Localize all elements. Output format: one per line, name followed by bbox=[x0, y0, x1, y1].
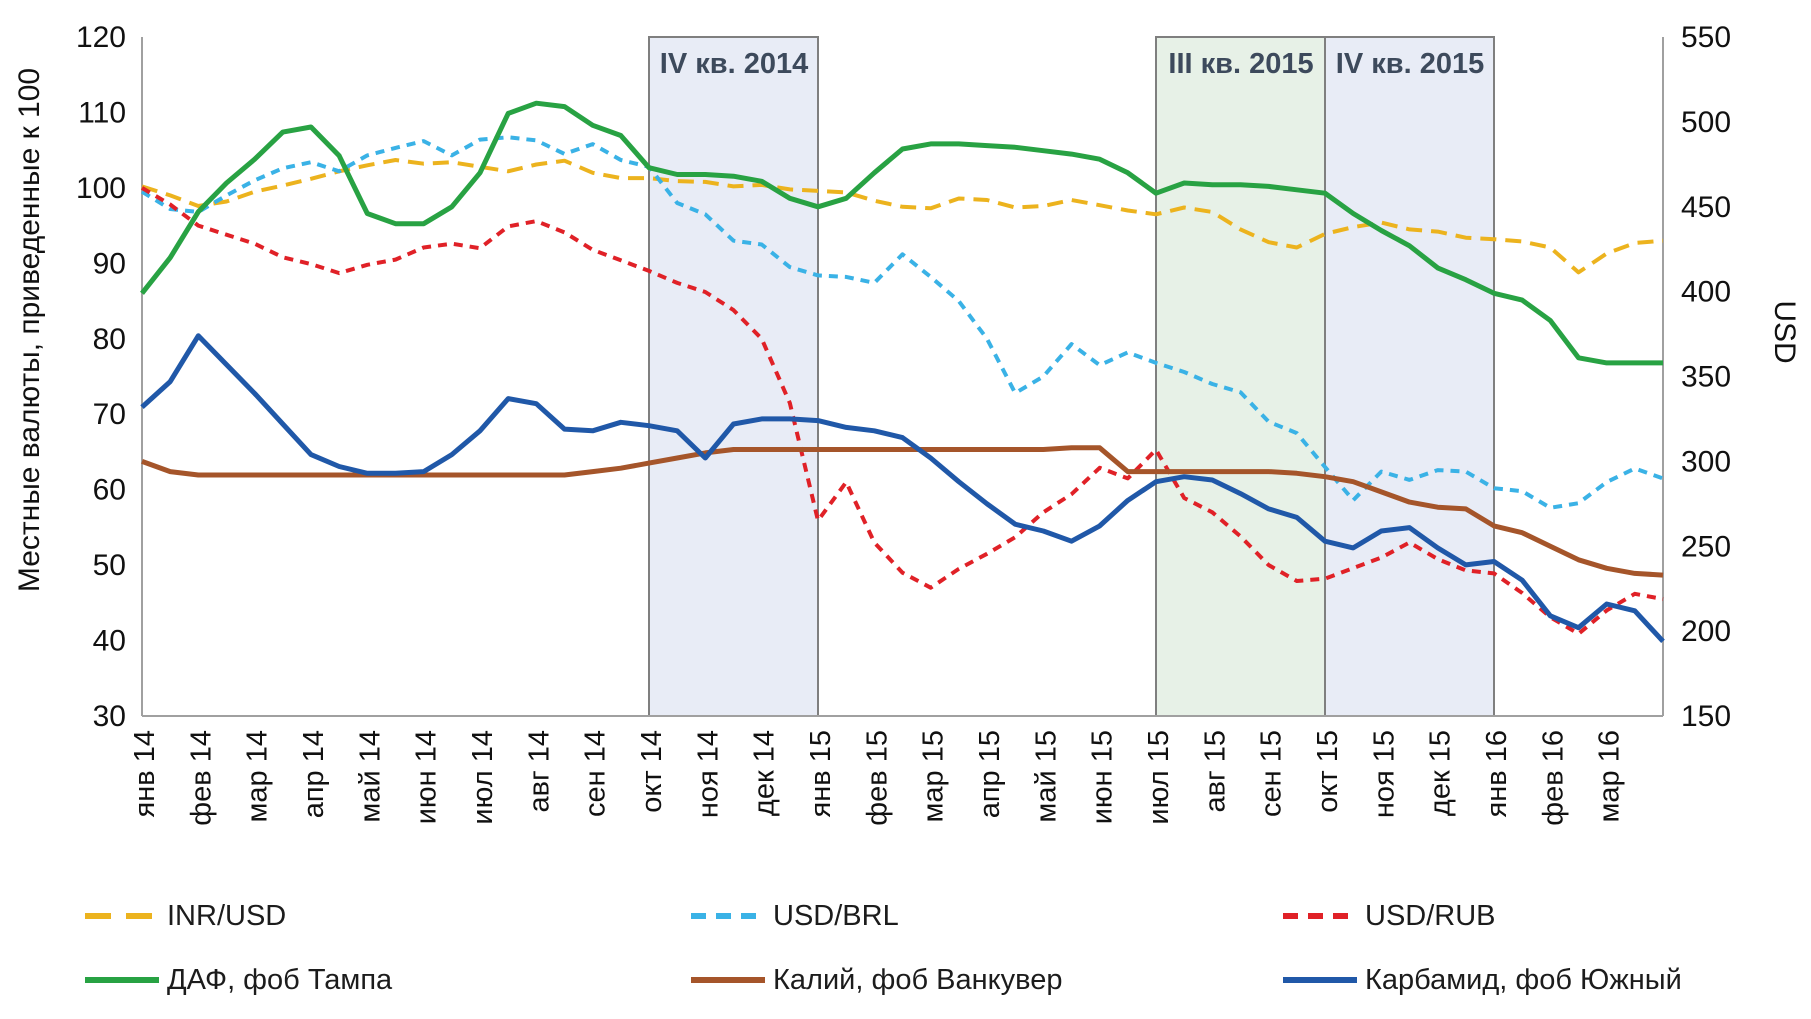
x-tick-label-19: авг 15 bbox=[1199, 730, 1231, 812]
right-axis-tick-150: 150 bbox=[1681, 700, 1731, 733]
series-line-inr-usd bbox=[141, 158, 1664, 275]
left-axis-tick-30: 30 bbox=[93, 700, 126, 733]
legend-label-potash-vancouver: Калий, фоб Ванкувер bbox=[773, 963, 1063, 996]
right-axis-tick-500: 500 bbox=[1681, 106, 1731, 139]
region-label-q4-2015: IV кв. 2015 bbox=[1335, 48, 1485, 80]
x-tick-label-12: янв 15 bbox=[805, 730, 837, 817]
right-axis-tick-450: 450 bbox=[1681, 191, 1731, 224]
x-tick-label-20: сен 15 bbox=[1256, 730, 1288, 817]
legend-label-dap-tampa: ДАФ, фоб Тампа bbox=[167, 963, 393, 996]
x-tick-label-11: дек 14 bbox=[749, 730, 781, 816]
x-tick-label-7: авг 14 bbox=[523, 730, 555, 812]
region-label-q4-2014: IV кв. 2014 bbox=[659, 48, 809, 80]
right-axis-tick-350: 350 bbox=[1681, 361, 1731, 394]
quarter-highlight-0 bbox=[648, 36, 819, 717]
right-axis-tick-400: 400 bbox=[1681, 276, 1731, 309]
left-axis-tick-40: 40 bbox=[93, 625, 126, 658]
x-tick-label-14: мар 15 bbox=[918, 730, 950, 823]
x-tick-label-16: май 15 bbox=[1030, 730, 1062, 823]
right-axis-tick-250: 250 bbox=[1681, 530, 1731, 563]
legend-swatch-usd-brl bbox=[691, 913, 765, 919]
left-axis-tick-90: 90 bbox=[93, 247, 126, 280]
x-tick-label-6: июл 14 bbox=[467, 730, 499, 825]
legend-label-usd-rub: USD/RUB bbox=[1365, 899, 1496, 932]
right-axis-tick-200: 200 bbox=[1681, 615, 1731, 648]
x-tick-label-2: мар 14 bbox=[242, 730, 274, 823]
quarter-highlight-2 bbox=[1324, 36, 1495, 717]
left-axis-tick-50: 50 bbox=[93, 549, 126, 582]
x-tick-label-0: янв 14 bbox=[129, 730, 161, 817]
chart-legend: INR/USD USD/BRL USD/RUB ДАФ, фоб Тампа К… bbox=[0, 886, 1811, 1019]
left-axis-tick-60: 60 bbox=[93, 474, 126, 507]
legend-label-inr-usd: INR/USD bbox=[167, 899, 287, 932]
right-axis-tick-550: 550 bbox=[1681, 21, 1731, 54]
x-tick-label-5: июн 14 bbox=[411, 730, 443, 824]
x-tick-label-9: окт 14 bbox=[636, 730, 668, 813]
x-tick-label-15: апр 15 bbox=[974, 730, 1006, 818]
x-tick-label-23: дек 15 bbox=[1425, 730, 1457, 816]
right-axis-title: USD bbox=[1768, 300, 1801, 364]
legend-swatch-usd-rub bbox=[1283, 913, 1357, 919]
legend-item-usd-rub: USD/RUB bbox=[1283, 896, 1496, 936]
series-line-usd-rub bbox=[140, 186, 1664, 636]
legend-swatch-urea-yuzhny bbox=[1283, 977, 1357, 983]
series-line-dap-tampa bbox=[140, 100, 1663, 366]
legend-item-potash-vancouver: Калий, фоб Ванкувер bbox=[691, 960, 1062, 1000]
legend-swatch-potash-vancouver bbox=[691, 977, 765, 983]
x-tick-label-18: июл 15 bbox=[1143, 730, 1175, 825]
x-tick-label-24: янв 16 bbox=[1481, 730, 1513, 817]
legend-label-usd-brl: USD/BRL bbox=[773, 899, 899, 932]
legend-item-dap-tampa: ДАФ, фоб Тампа bbox=[85, 960, 392, 1000]
x-tick-label-3: апр 14 bbox=[298, 730, 330, 818]
x-tick-label-25: фев 16 bbox=[1537, 730, 1569, 826]
x-tick-label-21: окт 15 bbox=[1312, 730, 1344, 813]
left-axis-title: Местные валюты, приведенные к 100 bbox=[13, 67, 46, 593]
x-tick-label-13: фев 15 bbox=[861, 730, 893, 826]
x-tick-label-26: мар 16 bbox=[1594, 730, 1626, 823]
x-tick-label-22: ноя 15 bbox=[1368, 730, 1400, 818]
quarter-highlight-1 bbox=[1155, 36, 1326, 717]
x-tick-label-1: фев 14 bbox=[185, 730, 217, 826]
left-axis-tick-120: 120 bbox=[76, 21, 126, 54]
region-label-q3-2015: III кв. 2015 bbox=[1168, 48, 1314, 80]
series-line-urea-yuzhny bbox=[140, 333, 1665, 643]
legend-label-urea-yuzhny: Карбамид, фоб Южный bbox=[1365, 963, 1682, 996]
left-axis-tick-70: 70 bbox=[93, 398, 126, 431]
x-tick-label-17: июн 15 bbox=[1087, 730, 1119, 824]
legend-item-usd-brl: USD/BRL bbox=[691, 896, 899, 936]
x-tick-label-4: май 14 bbox=[354, 730, 386, 823]
left-axis-tick-100: 100 bbox=[76, 172, 126, 205]
left-axis-tick-80: 80 bbox=[93, 323, 126, 356]
x-tick-label-10: ноя 14 bbox=[692, 730, 724, 818]
legend-swatch-dap-tampa bbox=[85, 977, 159, 983]
right-axis-tick-300: 300 bbox=[1681, 445, 1731, 478]
legend-item-urea-yuzhny: Карбамид, фоб Южный bbox=[1283, 960, 1682, 1000]
left-axis-tick-110: 110 bbox=[78, 96, 126, 129]
legend-swatch-inr-usd bbox=[85, 913, 159, 919]
x-tick-label-8: сен 14 bbox=[580, 730, 612, 817]
legend-item-inr-usd: INR/USD bbox=[85, 896, 286, 936]
series-line-usd-brl bbox=[140, 135, 1664, 510]
